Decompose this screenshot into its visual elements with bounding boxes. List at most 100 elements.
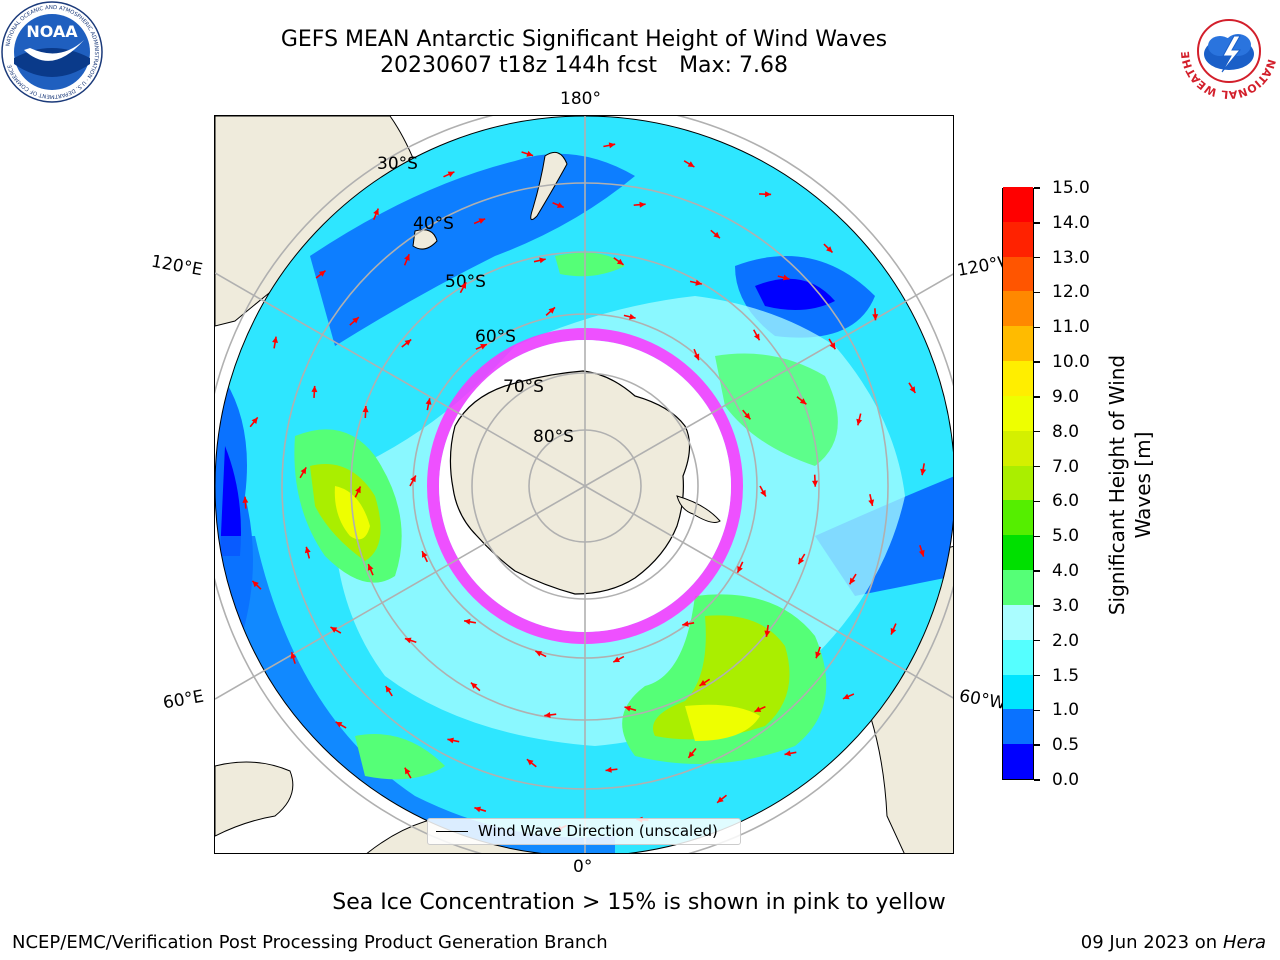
wind-wave-arrows xyxy=(242,142,927,832)
colorbar-tick-mark xyxy=(1034,222,1040,224)
wave-direction-arrowhead xyxy=(920,468,927,476)
wave-direction-arrowhead xyxy=(815,651,821,659)
wave-direction-arrowhead xyxy=(474,806,481,813)
wave-direction-arrowhead xyxy=(616,258,624,265)
colorbar-segment xyxy=(1003,569,1033,605)
colorbar-tick-label: 9.0 xyxy=(1052,386,1080,407)
wave-direction-arrowhead xyxy=(624,705,631,712)
colorbar-tick-label: 8.0 xyxy=(1052,421,1080,442)
colorbar-segment xyxy=(1003,395,1033,431)
colorbar-tick-label: 13.0 xyxy=(1052,247,1090,268)
noaa-logo: NOAA NATIONAL OCEANIC AND ATMOSPHERIC AD… xyxy=(1,1,103,103)
wave-direction-arrowhead xyxy=(362,406,369,413)
colorbar-tick-label: 2.0 xyxy=(1052,630,1080,651)
colorbar-segment xyxy=(1003,186,1033,222)
colorbar-tick-mark xyxy=(1034,361,1040,363)
colorbar-label-line2: Waves [m] xyxy=(1131,431,1155,539)
colorbar-tick-mark xyxy=(1034,570,1040,572)
wave-direction-arrowhead xyxy=(760,489,766,497)
wave-direction-arrowhead xyxy=(856,418,863,426)
colorbar-tick-label: 10.0 xyxy=(1052,352,1090,373)
wave-direction-arrowhead xyxy=(737,566,743,573)
wave-direction-arrowhead xyxy=(608,142,616,149)
colorbar-segment xyxy=(1003,499,1033,536)
colorbar-tick-mark xyxy=(1034,187,1040,189)
wave-direction-arrowhead xyxy=(404,637,412,644)
wave-direction-arrowhead xyxy=(404,339,412,346)
wave-direction-arrowhead xyxy=(373,208,379,216)
colorbar-tick-label: 0.5 xyxy=(1052,735,1080,756)
colorbar-segment xyxy=(1003,639,1033,675)
wave-direction-arrowhead xyxy=(687,161,695,167)
wave-direction-arrowhead xyxy=(699,680,707,686)
colorbar-tick-mark xyxy=(1034,396,1040,398)
chart-subtitle: 20230607 t18z 144h fcst Max: 7.68 xyxy=(184,53,984,79)
colorbar-tick-mark xyxy=(1034,291,1040,294)
wave-direction-arrowhead xyxy=(799,398,807,405)
wave-direction-arrowhead xyxy=(629,313,636,320)
colorbar-tick-label: 5.0 xyxy=(1052,526,1080,547)
colorbar-label: Significant Height of Wind Waves [m] xyxy=(1104,355,1156,615)
footer-date-text: 09 Jun 2023 on xyxy=(1080,932,1218,953)
colorbar-tick-mark xyxy=(1034,640,1040,642)
wave-direction-arrowhead xyxy=(754,333,760,341)
colorbar-tick-mark xyxy=(1034,674,1040,677)
wave-direction-arrowhead xyxy=(318,270,326,277)
colorbar-segment xyxy=(1003,221,1033,257)
wave-direction-arrowhead xyxy=(367,564,374,571)
legend-label: Wind Wave Direction (unscaled) xyxy=(478,822,718,840)
colorbar-tick-label: 15.0 xyxy=(1052,178,1090,198)
wave-direction-arrowhead xyxy=(335,721,343,728)
wave-direction-arrowhead xyxy=(784,750,791,757)
wave-direction-arrowhead xyxy=(330,627,338,633)
lat-label-70s: 70°S xyxy=(503,377,544,397)
wave-direction-arrowhead xyxy=(639,201,646,208)
wave-direction-arrowhead xyxy=(410,475,416,483)
map-panel: 30°S 40°S 50°S 60°S 70°S 80°S xyxy=(214,115,954,854)
wave-direction-arrowhead xyxy=(300,467,307,475)
lon-label-180: 180° xyxy=(560,89,601,109)
wave-direction-arrowhead xyxy=(754,706,762,712)
colorbar-segment xyxy=(1003,534,1033,571)
colorbar-tick-mark xyxy=(1034,709,1040,712)
wave-direction-arrowhead xyxy=(404,767,411,775)
colorbar-segment xyxy=(1003,674,1033,710)
colorbar-tick-mark xyxy=(1034,744,1040,746)
wave-direction-arrowhead xyxy=(849,577,856,585)
wave-direction-arrowhead xyxy=(918,549,925,557)
wave-direction-arrowhead xyxy=(460,282,467,289)
colorbar-tick-label: 0.0 xyxy=(1052,770,1080,790)
wave-direction-arrowhead xyxy=(798,557,805,565)
colorbar-tick-mark xyxy=(1034,431,1040,433)
wave-direction-arrowhead xyxy=(557,202,564,208)
colorbar-tick-mark xyxy=(1034,500,1040,503)
colorbar-tick-label: 1.5 xyxy=(1052,665,1080,686)
colorbar-tick-mark xyxy=(1034,256,1040,259)
map-legend: Wind Wave Direction (unscaled) xyxy=(427,818,741,845)
colorbar-segment xyxy=(1003,430,1033,466)
chart-title: GEFS MEAN Antarctic Significant Height o… xyxy=(280,27,888,52)
antarctica-land xyxy=(449,370,691,595)
colorbar-tick-mark xyxy=(1034,535,1040,537)
footer-date: 09 Jun 2023 on Hera xyxy=(1081,932,1266,953)
lat-label-60s: 60°S xyxy=(475,327,516,347)
colorbar-segment xyxy=(1003,604,1033,640)
wave-direction-arrowhead xyxy=(272,336,278,343)
lat-label-30s: 30°S xyxy=(377,154,418,174)
wave-direction-arrowhead xyxy=(744,412,751,420)
sea-ice-note: Sea Ice Concentration > 15% is shown in … xyxy=(332,890,946,915)
wave-direction-arrowhead xyxy=(404,254,410,261)
wave-direction-arrowhead xyxy=(812,480,818,487)
wave-direction-arrowhead xyxy=(447,171,455,178)
wave-direction-arrowhead xyxy=(717,796,724,803)
colorbar-label-line1: Significant Height of Wind xyxy=(1105,354,1129,616)
wave-direction-arrowhead xyxy=(693,353,700,361)
wave-direction-arrowhead xyxy=(304,546,311,554)
wave-direction-arrowhead xyxy=(548,307,555,314)
wave-direction-arrowhead xyxy=(526,150,534,157)
legend-line-icon xyxy=(436,831,468,833)
colorbar-segment xyxy=(1003,360,1033,396)
wave-direction-arrowhead xyxy=(526,759,534,766)
wave-direction-arrowhead xyxy=(447,737,454,744)
colorbar-tick-label: 11.0 xyxy=(1052,317,1090,338)
